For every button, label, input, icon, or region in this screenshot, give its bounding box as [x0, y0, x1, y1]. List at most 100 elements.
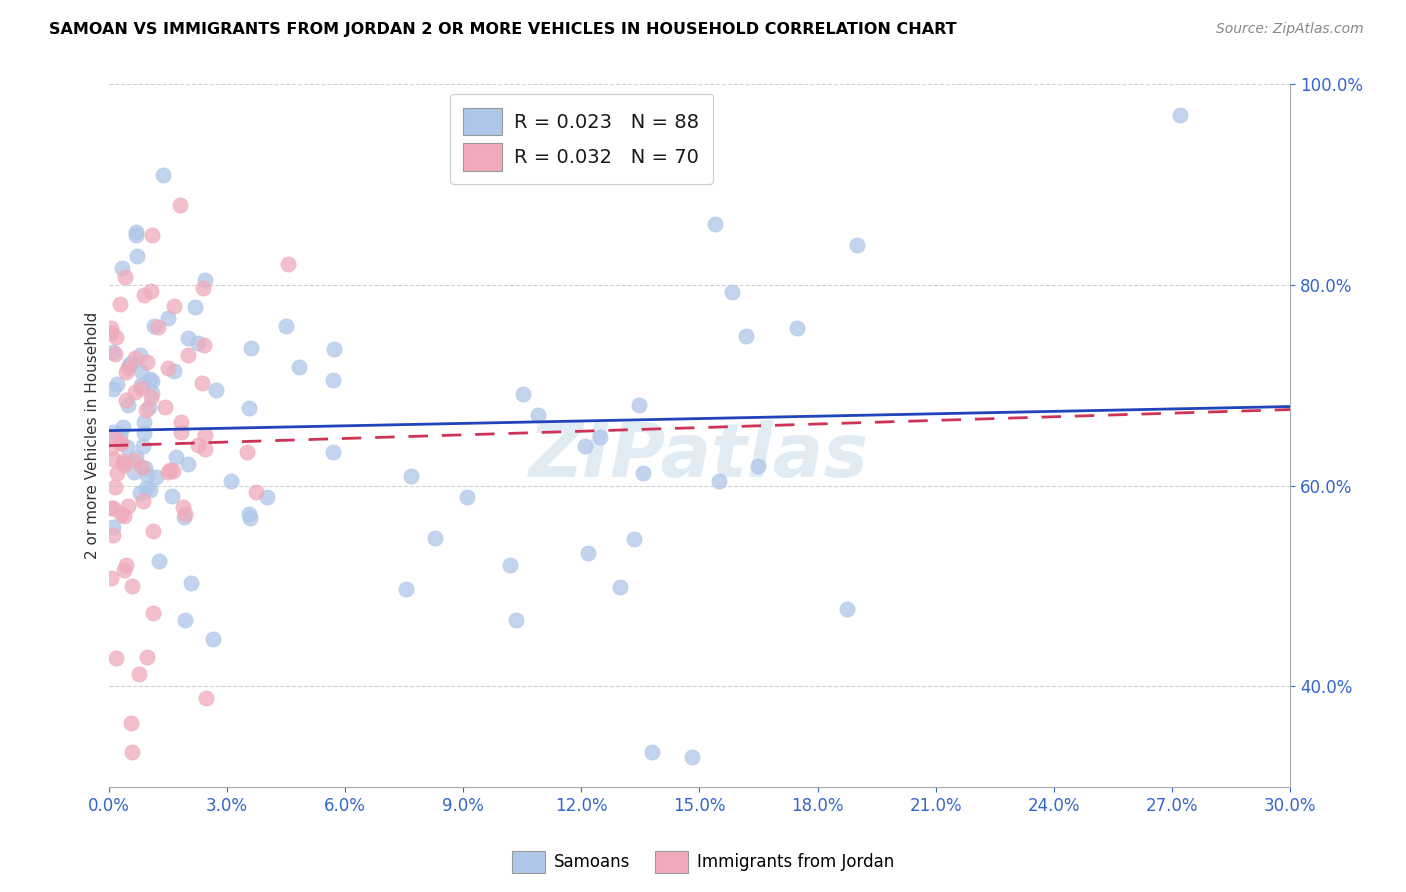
Point: [132, 494, 155, 508]
Point: [141, 227, 163, 242]
Point: [122, 453, 145, 467]
Point: [163, 299, 186, 313]
Point: [141, 386, 163, 401]
Point: [143, 318, 166, 333]
Point: [103, 501, 125, 516]
Y-axis label: 2 or more Vehicles in Household: 2 or more Vehicles in Household: [86, 312, 100, 559]
Point: [153, 400, 176, 414]
Point: [112, 508, 135, 523]
Point: [138, 401, 160, 415]
Point: [100, 441, 122, 455]
Point: [747, 458, 769, 473]
Point: [194, 428, 217, 442]
Point: [110, 435, 132, 450]
Point: [125, 225, 148, 239]
Point: [101, 520, 124, 534]
Point: [256, 490, 278, 504]
Text: ZIPatlas: ZIPatlas: [530, 420, 869, 493]
Point: [136, 650, 159, 665]
Point: [395, 582, 418, 596]
Point: [104, 480, 127, 494]
Point: [194, 273, 217, 287]
Point: [105, 651, 128, 665]
Point: [103, 382, 125, 396]
Point: [177, 347, 200, 361]
Point: [146, 320, 169, 334]
Point: [105, 377, 128, 392]
Point: [141, 375, 163, 389]
Point: [157, 310, 180, 325]
Text: Source: ZipAtlas.com: Source: ZipAtlas.com: [1216, 22, 1364, 37]
Point: [323, 342, 346, 356]
Point: [205, 384, 228, 398]
Point: [238, 507, 260, 521]
Point: [111, 260, 134, 275]
Point: [165, 450, 187, 465]
Point: [174, 507, 197, 521]
Point: [100, 321, 122, 335]
Point: [193, 337, 215, 351]
Point: [173, 613, 195, 627]
Point: [134, 426, 156, 441]
Point: [399, 469, 422, 483]
Point: [191, 376, 214, 390]
Point: [576, 546, 599, 560]
Point: [128, 666, 150, 681]
Point: [139, 284, 162, 298]
Point: [136, 468, 159, 483]
Point: [110, 507, 132, 521]
Point: [117, 398, 139, 412]
Point: [114, 558, 136, 573]
Point: [110, 426, 132, 441]
Point: [623, 532, 645, 546]
Point: [101, 344, 124, 359]
Point: [287, 359, 309, 374]
Point: [157, 361, 180, 376]
Point: [114, 270, 136, 285]
Text: SAMOAN VS IMMIGRANTS FROM JORDAN 2 OR MORE VEHICLES IN HOUSEHOLD CORRELATION CHA: SAMOAN VS IMMIGRANTS FROM JORDAN 2 OR MO…: [49, 22, 957, 37]
Point: [101, 451, 124, 466]
Point: [100, 571, 122, 585]
Point: [118, 358, 141, 372]
Point: [138, 483, 160, 497]
Point: [277, 257, 299, 271]
Point: [107, 466, 129, 480]
Point: [132, 287, 155, 301]
Point: [134, 461, 156, 475]
Point: [173, 510, 195, 524]
Point: [110, 297, 132, 311]
Point: [132, 439, 155, 453]
Point: [145, 469, 167, 483]
Legend: R = 0.023   N = 88, R = 0.032   N = 70: R = 0.023 N = 88, R = 0.032 N = 70: [450, 95, 713, 184]
Point: [735, 328, 758, 343]
Point: [124, 351, 146, 366]
Legend: Samoans, Immigrants from Jordan: Samoans, Immigrants from Jordan: [505, 845, 901, 880]
Point: [835, 601, 858, 615]
Point: [120, 715, 142, 730]
Point: [641, 745, 664, 759]
Point: [236, 445, 259, 459]
Point: [100, 500, 122, 515]
Point: [627, 398, 650, 412]
Point: [117, 361, 139, 376]
Point: [170, 415, 193, 429]
Point: [129, 348, 152, 362]
Point: [112, 454, 135, 468]
Point: [201, 632, 224, 646]
Point: [115, 392, 138, 407]
Point: [110, 436, 132, 450]
Point: [120, 356, 142, 370]
Point: [187, 335, 209, 350]
Point: [121, 745, 143, 759]
Point: [574, 439, 596, 453]
Point: [245, 485, 267, 500]
Point: [131, 460, 153, 475]
Point: [117, 499, 139, 513]
Point: [136, 355, 159, 369]
Point: [239, 511, 262, 525]
Point: [169, 198, 191, 212]
Point: [134, 416, 156, 430]
Point: [135, 481, 157, 495]
Point: [194, 442, 217, 456]
Point: [142, 606, 165, 620]
